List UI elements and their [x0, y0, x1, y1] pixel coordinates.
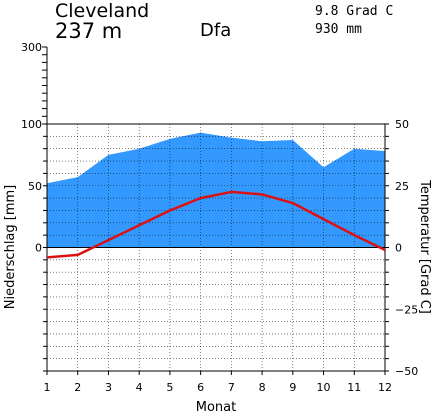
right-tick-label: −50	[395, 365, 418, 378]
precipitation-area	[47, 132, 385, 248]
climate-class: Dfa	[200, 20, 232, 41]
temperature-line	[46, 190, 386, 259]
x-tick-label: 9	[289, 381, 296, 394]
station-name: Cleveland	[55, 0, 150, 22]
y-axis-label-left: Niederschlag [mm]	[3, 185, 18, 310]
x-tick-label: 3	[105, 381, 112, 394]
x-tick-label: 11	[347, 381, 361, 394]
annual-temperature: 9.8 Grad C	[315, 4, 394, 19]
x-tick-label: 12	[378, 381, 392, 394]
y-axis-label-right: Temperatur [Grad C]	[417, 179, 432, 314]
x-tick-label: 1	[44, 381, 51, 394]
x-tick-label: 6	[197, 381, 204, 394]
left-tick-label: 100	[21, 118, 42, 131]
x-tick-label: 2	[74, 381, 81, 394]
left-tick-label: 300	[21, 41, 42, 54]
left-tick-label: 0	[35, 242, 42, 255]
x-axis-label: Monat	[196, 400, 236, 415]
x-tick-label: 5	[166, 381, 173, 394]
x-tick-label: 8	[259, 381, 266, 394]
station-elevation: 237 m	[55, 19, 123, 43]
right-tick-label: −25	[395, 303, 418, 316]
right-tick-label: 50	[395, 118, 409, 131]
left-tick-label: 50	[28, 180, 42, 193]
x-tick-label: 10	[317, 381, 331, 394]
x-tick-label: 7	[228, 381, 235, 394]
x-tick-label: 4	[136, 381, 143, 394]
right-tick-label: 25	[395, 180, 409, 193]
right-tick-label: 0	[395, 242, 402, 255]
annual-precipitation: 930 mm	[315, 22, 362, 37]
